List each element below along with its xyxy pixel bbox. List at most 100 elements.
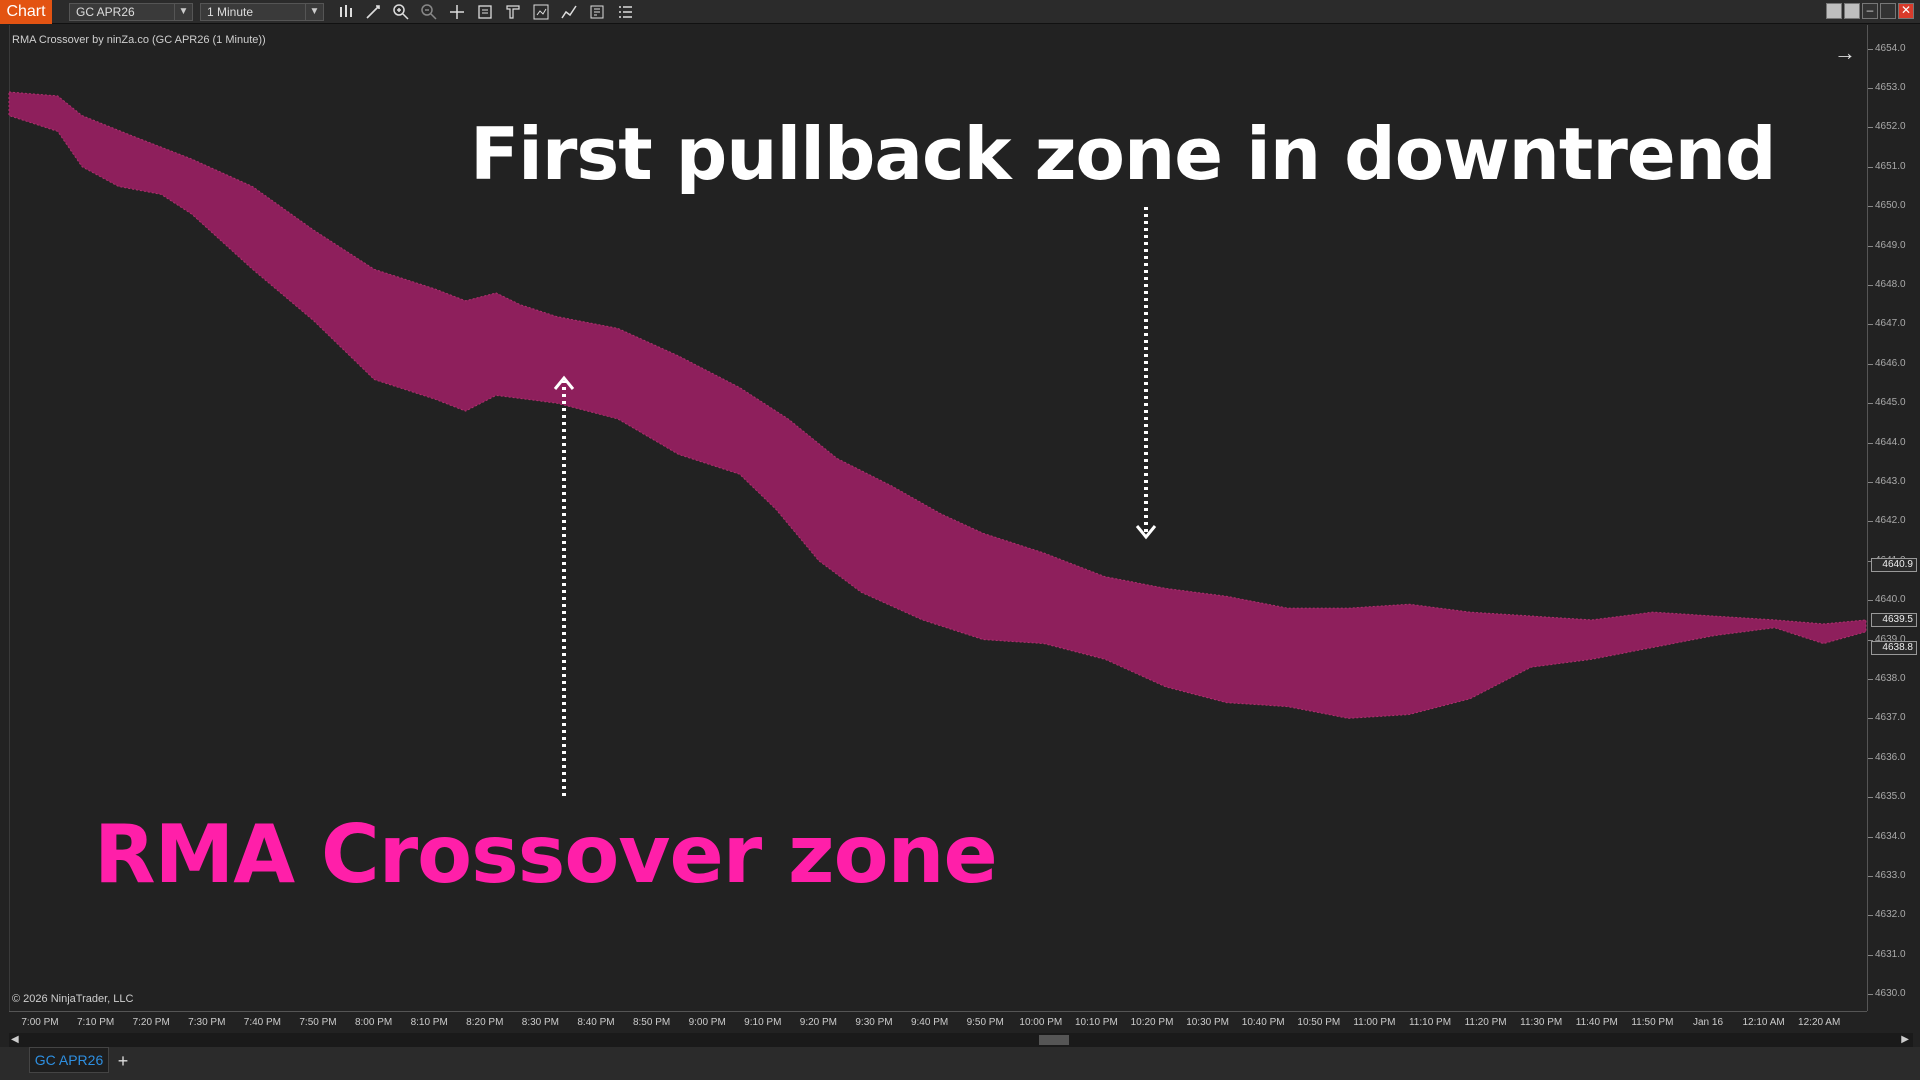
price-tick-label: 4640.0 — [1875, 594, 1906, 606]
time-tick-label: 9:10 PM — [744, 1017, 782, 1028]
time-tick-label: 7:30 PM — [188, 1017, 226, 1028]
templates-icon[interactable] — [504, 3, 522, 21]
time-tick-label: 7:50 PM — [299, 1017, 337, 1028]
time-tick-label: Jan 16 — [1692, 1017, 1724, 1028]
price-tick — [1868, 797, 1873, 799]
scroll-left-icon[interactable]: ◀ — [11, 1034, 19, 1045]
time-tick-label: 8:00 PM — [354, 1017, 393, 1028]
time-tick-label: 8:10 PM — [410, 1017, 448, 1028]
price-tick — [1868, 836, 1873, 838]
price-tick — [1868, 245, 1873, 247]
draw-tool-icon[interactable] — [364, 3, 382, 21]
price-tick — [1868, 521, 1873, 523]
price-tick-label: 4632.0 — [1875, 909, 1906, 921]
price-tick-label: 4651.0 — [1875, 160, 1906, 172]
price-tick — [1868, 88, 1873, 90]
time-tick-label: 7:00 PM — [21, 1017, 59, 1028]
arrow-right-icon[interactable]: → — [1834, 40, 1856, 65]
float-icon[interactable] — [1844, 3, 1860, 19]
bar-type-icon[interactable] — [337, 3, 355, 21]
price-marker: 4640.9 — [1871, 557, 1917, 572]
add-tab-icon[interactable]: + — [117, 1051, 129, 1071]
price-tick — [1868, 166, 1873, 168]
time-tick-label: 7:10 PM — [76, 1017, 115, 1028]
time-tick-label: 7:20 PM — [132, 1017, 170, 1028]
instrument-selector[interactable]: GC APR26 ▼ — [69, 3, 193, 21]
price-tick-label: 4646.0 — [1875, 357, 1906, 369]
price-tick — [1868, 324, 1873, 326]
object-list-icon[interactable] — [616, 3, 634, 21]
price-tick-label: 4644.0 — [1875, 436, 1906, 448]
time-tick-label: 11:20 PM — [1464, 1017, 1507, 1028]
price-tick-label: 4652.0 — [1875, 121, 1906, 133]
time-tick-label: 10:10 PM — [1074, 1017, 1118, 1028]
scroll-right-icon[interactable]: ▶ — [1901, 1034, 1909, 1045]
data-box-icon[interactable] — [476, 3, 494, 21]
time-tick-label: 9:00 PM — [688, 1017, 726, 1028]
time-tick-label: 11:10 PM — [1408, 1017, 1452, 1028]
instrument-value: GC APR26 — [76, 5, 135, 19]
time-tick-label: 11:40 PM — [1575, 1017, 1618, 1028]
price-tick — [1868, 994, 1873, 996]
price-tick-label: 4650.0 — [1875, 200, 1906, 212]
price-tick-label: 4637.0 — [1875, 712, 1906, 724]
price-tick — [1868, 876, 1873, 878]
close-icon[interactable]: ✕ — [1898, 3, 1914, 19]
time-tick-label: 9:30 PM — [855, 1017, 893, 1028]
price-tick — [1868, 363, 1873, 365]
copyright: © 2026 NinjaTrader, LLC — [12, 993, 134, 1005]
price-marker: 4639.5 — [1871, 612, 1917, 627]
maximize-icon[interactable] — [1880, 3, 1896, 19]
time-tick-label: 7:40 PM — [243, 1017, 282, 1028]
headline-annotation: First pullback zone in downtrend — [470, 112, 1776, 196]
price-axis[interactable]: 4654.0 4653.0 4652.0 4651.0 4650.0 4649.0 4648… — [1867, 25, 1920, 1011]
chevron-down-icon[interactable]: ▼ — [305, 4, 323, 20]
time-tick-label: 11:50 PM — [1631, 1017, 1674, 1028]
time-tick-label: 11:00 PM — [1353, 1017, 1396, 1028]
chart-tab[interactable]: Chart — [0, 0, 52, 24]
time-tick-label: 10:40 PM — [1241, 1017, 1285, 1028]
interval-value: 1 Minute — [207, 5, 254, 19]
time-tick-label: 8:50 PM — [632, 1017, 671, 1028]
price-tick — [1868, 403, 1873, 405]
price-tick — [1868, 206, 1873, 208]
time-tick-label: 10:00 PM — [1019, 1017, 1063, 1028]
time-tick-label: 12:10 AM — [1742, 1017, 1785, 1028]
zoom-in-icon[interactable] — [392, 3, 410, 21]
properties-icon[interactable] — [588, 3, 606, 21]
price-tick-label: 4631.0 — [1875, 948, 1906, 960]
zoom-out-icon[interactable] — [420, 3, 438, 21]
price-tick-label: 4633.0 — [1875, 870, 1906, 882]
tab-gc-apr26[interactable]: GC APR26 — [29, 1047, 109, 1073]
time-tick-label: 12:20 AM — [1798, 1017, 1841, 1028]
price-tick-label: 4642.0 — [1875, 515, 1906, 527]
time-axis[interactable]: 7:00 PM 7:10 PM 7:20 PM 7:30 PM 7:40 PM 7:50 … — [9, 1011, 1867, 1033]
price-tick — [1868, 679, 1873, 681]
time-tick-label: 10:30 PM — [1186, 1017, 1229, 1028]
crosshair-icon[interactable] — [448, 3, 466, 21]
price-tick-label: 4634.0 — [1875, 830, 1906, 842]
price-tick — [1868, 560, 1873, 562]
price-tick — [1868, 915, 1873, 917]
price-tick-label: 4654.0 — [1875, 42, 1906, 54]
horizontal-scrollbar[interactable]: ◀ ▶ — [9, 1033, 1913, 1047]
time-tick-label: 8:20 PM — [466, 1017, 504, 1028]
price-tick — [1868, 48, 1873, 50]
price-tick-label: 4653.0 — [1875, 82, 1906, 94]
price-tick-label: 4643.0 — [1875, 476, 1906, 488]
indicators-icon[interactable] — [532, 3, 550, 21]
price-tick — [1868, 639, 1873, 641]
price-tick-label: 4635.0 — [1875, 791, 1906, 803]
time-tick-label: 9:50 PM — [966, 1017, 1004, 1028]
price-tick — [1868, 600, 1873, 602]
interval-selector[interactable]: 1 Minute ▼ — [200, 3, 324, 21]
price-tick-label: 4630.0 — [1875, 988, 1906, 1000]
chevron-down-icon[interactable]: ▼ — [174, 4, 192, 20]
minimize-icon[interactable]: – — [1862, 3, 1878, 19]
scrollbar-thumb[interactable] — [1039, 1035, 1069, 1045]
zone-label-annotation: RMA Crossover zone — [94, 808, 998, 901]
tile-icon[interactable] — [1826, 3, 1842, 19]
time-tick-label: 8:40 PM — [577, 1017, 615, 1028]
price-tick — [1868, 482, 1873, 484]
strategies-icon[interactable] — [560, 3, 578, 21]
